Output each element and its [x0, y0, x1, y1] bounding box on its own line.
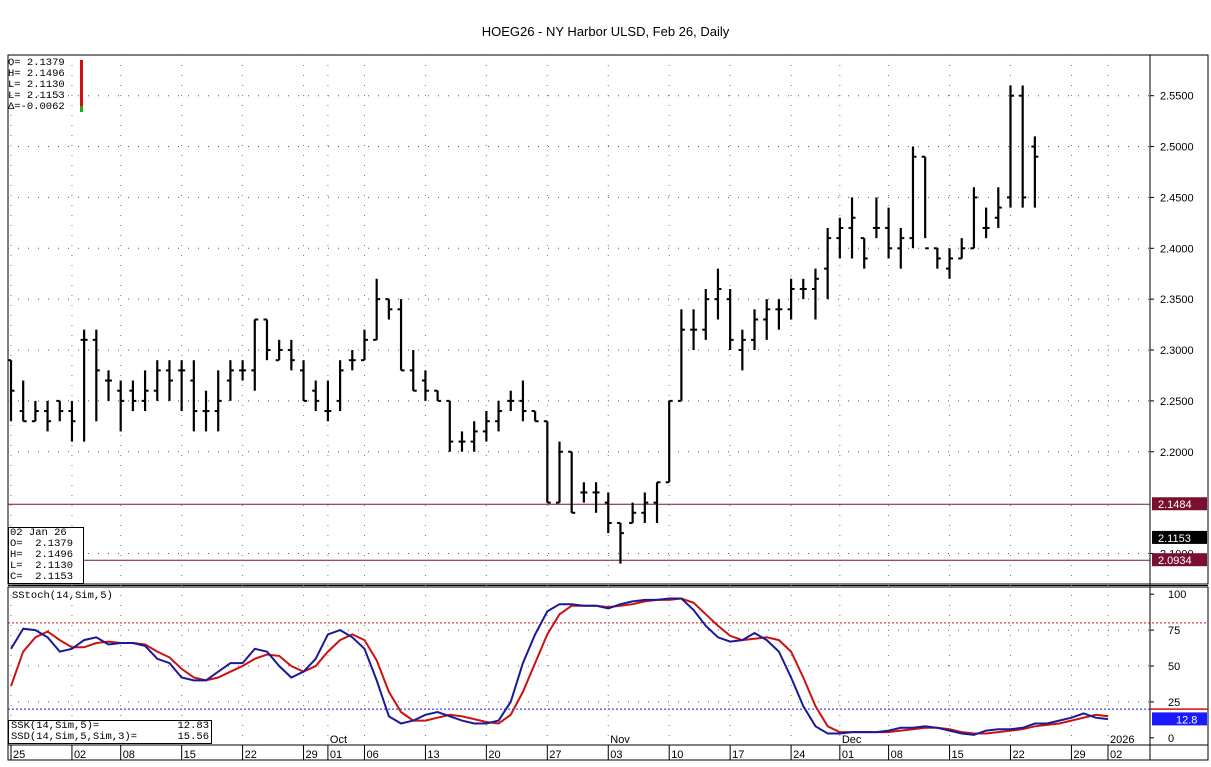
- price-label-text: 2.1484: [1158, 499, 1192, 511]
- ohlc-top-line: O= 2.1379: [8, 57, 65, 69]
- price-tick-label: 2.5500: [1160, 91, 1194, 103]
- chart-title: HOEG26 - NY Harbor ULSD, Feb 26, Daily: [481, 24, 730, 39]
- ohlc-top-readout: O= 2.1379 H= 2.1496 L= 2.1130 L= 2.1153 …: [8, 58, 65, 113]
- date-tick-label: 03: [610, 749, 622, 761]
- date-tick-label: 22: [245, 749, 257, 761]
- osc-current-label: 12.8: [1176, 714, 1197, 726]
- date-tick-label: 08: [891, 749, 903, 761]
- month-label: Dec: [842, 734, 862, 746]
- osc-tick-label: 75: [1168, 625, 1180, 637]
- readout-marker: [80, 60, 83, 108]
- date-tick-label: 25: [13, 749, 25, 761]
- osc-tick-label: 50: [1168, 661, 1180, 673]
- date-tick-label: 02: [1110, 749, 1122, 761]
- date-tick-label: 29: [1073, 749, 1085, 761]
- ohlc-open: O= 2.1379: [10, 538, 74, 550]
- date-tick-label: 01: [842, 749, 854, 761]
- date-tick-label: 27: [549, 749, 561, 761]
- ohlc-bottom-readout: 02 Jan 26 O= 2.1379 H= 2.1496 L= 2.1130 …: [8, 527, 84, 584]
- ohlc-date: 02 Jan 26: [10, 527, 67, 539]
- osc-tick-label: 25: [1168, 697, 1180, 709]
- date-tick-label: 24: [793, 749, 805, 761]
- price-label-text: 2.1153: [1158, 533, 1191, 545]
- price-tick-label: 2.3500: [1160, 294, 1194, 306]
- date-tick-label: 17: [732, 749, 744, 761]
- date-tick-label: 22: [1012, 749, 1024, 761]
- price-tick-label: 2.4000: [1160, 243, 1194, 255]
- ssk-series-line: [10, 597, 1109, 736]
- price-tick-label: 2.2500: [1160, 396, 1194, 408]
- price-tick-label: 2.5000: [1160, 142, 1194, 154]
- price-label-box: [1152, 530, 1207, 544]
- ohlc-low: L= 2.1130: [10, 560, 74, 572]
- ohlc-top-line: Δ=-0.0062: [8, 101, 65, 113]
- price-label-box: [1152, 497, 1207, 511]
- date-tick-label: 20: [488, 749, 500, 761]
- ohlc-top-line: L= 2.1153: [8, 90, 65, 102]
- date-tick-label: 15: [952, 749, 964, 761]
- ohlc-high: H= 2.1496: [10, 549, 74, 561]
- date-tick-label: 15: [184, 749, 196, 761]
- ssd-label: SSD(14,Sim,5,Sim,3)=: [11, 731, 138, 743]
- osc-tick-label: 100: [1168, 589, 1186, 601]
- price-tick-label: 2.2000: [1160, 447, 1194, 459]
- grid: [8, 55, 1150, 745]
- month-label: 2026: [1110, 734, 1134, 746]
- readout-marker: [80, 106, 83, 112]
- oscillator-label: SStoch(14,Sim,5): [12, 590, 113, 602]
- date-tick-label: 06: [366, 749, 378, 761]
- osc-current-box: [1152, 712, 1207, 726]
- date-tick-label: 10: [671, 749, 683, 761]
- ohlc-close: C= 2.1153: [10, 571, 74, 583]
- date-tick-label: 08: [123, 749, 135, 761]
- price-label-text: 2.0934: [1158, 555, 1192, 567]
- price-label-box: [1152, 553, 1207, 567]
- ohlc-top-line: H= 2.1496: [8, 68, 65, 80]
- month-label: Nov: [610, 734, 630, 746]
- ssk-value: 12.83: [177, 720, 209, 732]
- ssk-label: SSK(14,Sim,5)=: [11, 720, 100, 732]
- price-tick-label: 2.3000: [1160, 345, 1194, 357]
- price-tick-label: 2.4500: [1160, 192, 1194, 204]
- ssd-series-line: [10, 597, 1109, 735]
- date-tick-label: 02: [74, 749, 86, 761]
- date-tick-label: 13: [427, 749, 439, 761]
- oscillator-values: SSK(14,Sim,5)= 12.83 SSD(14,Sim,5,Sim,3)=…: [8, 720, 212, 744]
- ssd-value: 15.56: [177, 731, 209, 743]
- date-tick-label: 01: [330, 749, 342, 761]
- ohlc-top-line: L= 2.1130: [8, 79, 65, 91]
- osc-tick-label: 0: [1168, 733, 1174, 745]
- date-tick-label: 29: [306, 749, 318, 761]
- month-label: Oct: [330, 734, 347, 746]
- price-bars: [7, 85, 1039, 564]
